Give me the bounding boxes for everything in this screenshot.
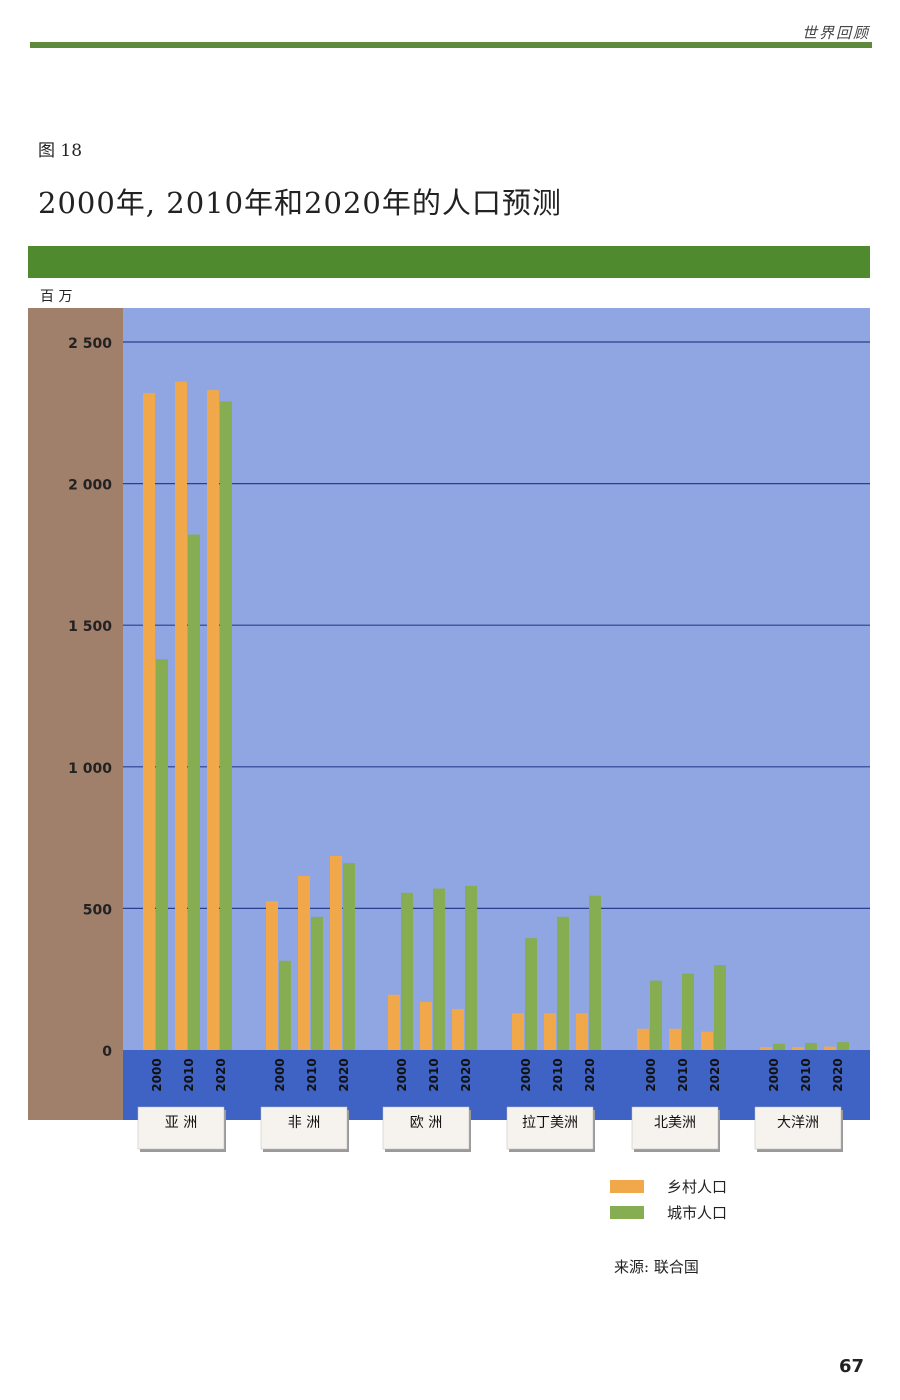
bar-urban-2-2010 (433, 888, 445, 1050)
bar-rural-1-2020 (330, 856, 342, 1050)
legend-swatch-urban (610, 1206, 644, 1219)
bar-urban-5-2000 (773, 1043, 785, 1050)
bar-rural-3-2010 (544, 1013, 556, 1050)
figure-number: 图 18 (38, 141, 83, 161)
bar-urban-5-2010 (805, 1042, 817, 1050)
bar-urban-1-2000 (279, 960, 291, 1050)
x-axis-band (123, 1050, 870, 1120)
x-year-label: 2000 (767, 1058, 781, 1091)
bar-rural-2-2010 (420, 1001, 432, 1050)
bar-rural-3-2000 (512, 1013, 524, 1050)
bar-rural-4-2020 (701, 1031, 713, 1050)
y-tick-label: 1 500 (68, 619, 112, 635)
x-year-label: 2020 (831, 1058, 845, 1091)
running-header: 世界回顾 (801, 24, 870, 42)
bar-urban-4-2000 (650, 980, 662, 1050)
page-number: 67 (838, 1356, 864, 1377)
plot-area (123, 308, 870, 1050)
legend-label-urban: 城市人口 (667, 1204, 728, 1222)
group-label: 欧 洲 (410, 1115, 442, 1131)
bar-urban-0-2020 (220, 401, 232, 1050)
population-bar-chart: 0 500 1 000 1 500 2 000 2 500 2000 2010 2020 亚 洲 2… (28, 308, 870, 1152)
y-tick-label: 2 000 (68, 478, 112, 494)
bar-rural-5-2000 (760, 1047, 772, 1050)
y-tick-label: 0 (102, 1044, 112, 1060)
header-rule (30, 42, 872, 48)
source-note: 来源: 联合国 (614, 1258, 699, 1276)
x-year-label: 2010 (182, 1058, 196, 1091)
legend-swatch-rural (610, 1180, 644, 1193)
bar-urban-2-2000 (401, 892, 413, 1050)
bar-urban-1-2020 (343, 863, 355, 1050)
x-year-label: 2010 (551, 1058, 565, 1091)
bar-rural-4-2010 (669, 1028, 681, 1050)
y-tick-label: 2 500 (68, 336, 112, 352)
x-year-label: 2010 (676, 1058, 690, 1091)
bar-rural-0-2020 (207, 390, 219, 1050)
group-label-box (754, 1106, 842, 1150)
bar-urban-5-2020 (837, 1042, 849, 1050)
bar-rural-2-2000 (388, 994, 400, 1050)
bar-rural-4-2000 (637, 1028, 649, 1050)
x-year-label: 2020 (708, 1058, 722, 1091)
y-axis-unit-label: 百 万 (40, 289, 73, 305)
x-year-label: 2000 (395, 1058, 409, 1091)
group-label-box (260, 1106, 348, 1150)
group-label-box (506, 1106, 594, 1150)
group-label-box (382, 1106, 470, 1150)
bar-rural-3-2020 (576, 1013, 588, 1050)
legend-label-rural: 乡村人口 (667, 1178, 728, 1196)
x-year-label: 2020 (214, 1058, 228, 1091)
bar-rural-0-2010 (175, 381, 187, 1050)
bar-rural-1-2010 (298, 875, 310, 1050)
bar-urban-3-2000 (525, 938, 537, 1050)
bar-urban-4-2010 (682, 973, 694, 1050)
bar-rural-1-2000 (266, 901, 278, 1050)
bar-rural-5-2020 (824, 1046, 836, 1050)
group-label: 亚 洲 (165, 1115, 197, 1131)
bar-urban-3-2010 (557, 916, 569, 1050)
group-label: 北美洲 (654, 1115, 696, 1131)
x-year-label: 2000 (150, 1058, 164, 1091)
bar-urban-0-2010 (188, 534, 200, 1050)
group-label: 大洋洲 (777, 1115, 819, 1131)
bar-urban-4-2020 (714, 965, 726, 1050)
group-label: 拉丁美洲 (522, 1115, 578, 1131)
x-year-label: 2020 (337, 1058, 351, 1091)
bar-rural-0-2000 (143, 392, 155, 1050)
x-year-label: 2010 (427, 1058, 441, 1091)
x-year-label: 2000 (644, 1058, 658, 1091)
group-label-box (631, 1106, 719, 1150)
bar-rural-5-2010 (792, 1047, 804, 1050)
chart-title: 2000年, 2010年和2020年的人口预测 (38, 186, 562, 220)
group-label: 非 洲 (288, 1115, 320, 1131)
y-tick-label: 1 000 (68, 761, 112, 777)
x-year-label: 2000 (273, 1058, 287, 1091)
x-year-label: 2010 (799, 1058, 813, 1091)
y-tick-label: 500 (83, 902, 112, 918)
x-year-label: 2020 (583, 1058, 597, 1091)
bar-urban-2-2020 (465, 885, 477, 1050)
x-year-label: 2000 (519, 1058, 533, 1091)
x-year-label: 2010 (305, 1058, 319, 1091)
x-year-label: 2020 (459, 1058, 473, 1091)
title-band (28, 246, 870, 278)
group-label-box (137, 1106, 225, 1150)
bar-urban-3-2020 (589, 895, 601, 1050)
bar-urban-0-2000 (156, 659, 168, 1050)
bar-urban-1-2010 (311, 916, 323, 1050)
y-axis-panel (28, 308, 123, 1120)
bar-rural-2-2020 (452, 1008, 464, 1050)
